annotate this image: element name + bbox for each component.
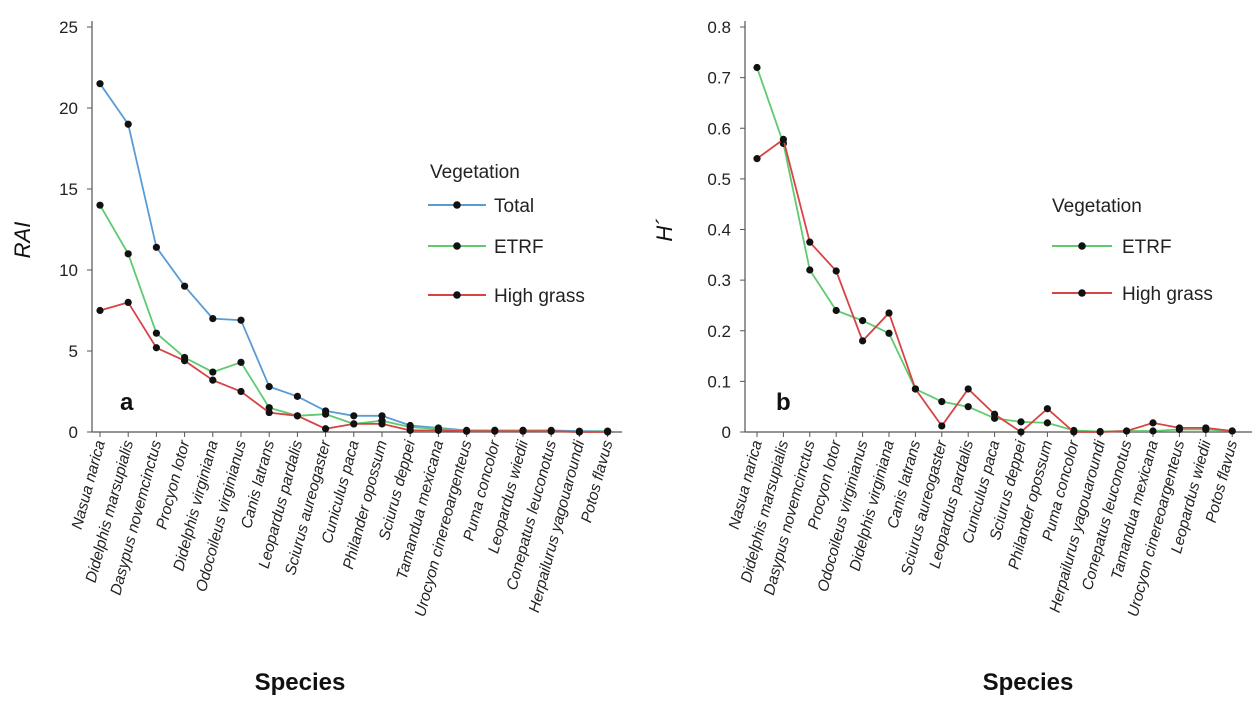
data-point <box>322 410 330 418</box>
data-point <box>1070 428 1078 436</box>
legend-title: Vegetation <box>430 162 520 183</box>
data-point <box>806 238 814 246</box>
data-point <box>96 80 104 88</box>
data-point <box>1096 428 1104 436</box>
data-point <box>1017 428 1025 436</box>
data-point <box>832 267 840 275</box>
legend-entry-label: Total <box>494 196 534 217</box>
panel-label: b <box>776 389 791 416</box>
data-point <box>859 317 867 325</box>
data-point <box>938 422 946 430</box>
y-tick-label: 0.8 <box>707 18 731 37</box>
data-point <box>463 427 471 435</box>
legend-title: Vegetation <box>1052 196 1142 217</box>
data-point <box>806 266 814 274</box>
data-point <box>152 329 160 337</box>
legend-swatch-marker <box>453 242 461 250</box>
legend-swatch-marker <box>1078 242 1086 250</box>
data-point <box>1123 427 1131 435</box>
data-point <box>491 427 499 435</box>
y-tick-label: 0.6 <box>707 119 731 138</box>
y-tick-label: 0.1 <box>707 372 731 391</box>
legend-entry-label: High grass <box>1122 284 1213 305</box>
data-point <box>832 306 840 315</box>
data-point <box>1017 418 1025 426</box>
data-point <box>604 428 612 436</box>
y-tick-label: 0.5 <box>707 170 731 189</box>
data-point <box>152 344 160 352</box>
data-point <box>964 385 972 393</box>
data-point <box>293 412 301 420</box>
x-axis-title: Species <box>983 669 1074 696</box>
panel-label: a <box>120 389 134 416</box>
y-tick-label: 0 <box>722 423 731 442</box>
y-tick-label: 15 <box>59 180 78 199</box>
data-point <box>406 426 414 434</box>
y-tick-label: 25 <box>59 18 78 37</box>
data-point <box>964 403 972 411</box>
data-point <box>779 135 788 143</box>
legend-swatch-marker <box>453 201 461 209</box>
data-point <box>265 408 273 417</box>
data-point <box>124 250 132 258</box>
y-tick-label: 10 <box>59 261 78 280</box>
data-point <box>753 155 761 163</box>
data-point <box>753 63 761 72</box>
data-point <box>1043 419 1051 427</box>
data-point <box>124 298 132 306</box>
data-point <box>293 392 301 400</box>
legend-entry-label: ETRF <box>1122 237 1172 258</box>
data-point <box>1228 427 1236 435</box>
data-point <box>938 398 946 406</box>
data-point <box>350 420 358 428</box>
data-point <box>237 358 245 366</box>
data-point <box>378 420 386 428</box>
y-axis-title: H´ <box>652 218 677 241</box>
data-point <box>991 410 999 418</box>
data-point <box>181 357 189 365</box>
y-tick-label: 0.7 <box>707 69 731 88</box>
data-point <box>1149 427 1157 435</box>
y-tick-label: 0 <box>69 423 78 442</box>
data-point <box>885 329 893 337</box>
data-point <box>519 427 527 435</box>
data-point <box>209 368 217 376</box>
data-point <box>209 376 217 384</box>
data-point <box>124 120 132 128</box>
data-point <box>237 387 245 396</box>
data-point <box>96 306 104 315</box>
data-point <box>575 428 584 436</box>
legend-entry-label: ETRF <box>494 237 544 258</box>
data-point <box>1149 419 1157 427</box>
y-tick-label: 0.2 <box>707 322 731 341</box>
data-point <box>911 385 920 393</box>
data-point <box>181 282 189 290</box>
y-tick-label: 0.3 <box>707 271 731 290</box>
y-axis-title: RAI <box>10 222 35 259</box>
data-point <box>350 412 358 420</box>
legend-entry-label: High grass <box>494 286 585 307</box>
data-point <box>885 309 893 317</box>
data-point <box>1202 424 1210 432</box>
data-point <box>265 383 273 391</box>
legend-swatch-marker <box>453 291 461 299</box>
x-axis-title: Species <box>255 669 346 696</box>
y-tick-label: 0.4 <box>707 221 731 240</box>
data-point <box>547 427 555 435</box>
legend-swatch-marker <box>1078 289 1086 297</box>
data-point <box>1175 424 1183 432</box>
data-point <box>96 201 104 209</box>
data-point <box>237 316 245 324</box>
data-point <box>322 425 330 433</box>
y-tick-label: 20 <box>59 99 78 118</box>
data-point <box>1043 405 1051 413</box>
y-tick-label: 5 <box>69 342 78 361</box>
data-point <box>859 337 867 345</box>
data-point <box>209 315 217 323</box>
data-point <box>152 243 160 251</box>
data-point <box>434 426 442 434</box>
